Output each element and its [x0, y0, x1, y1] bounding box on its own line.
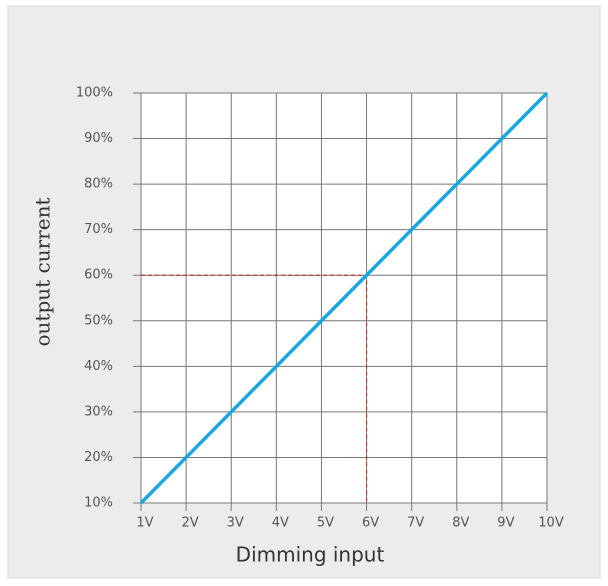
x-tick-label: 2V — [182, 516, 199, 531]
x-tick-label: 4V — [272, 516, 289, 531]
data-line — [139, 91, 549, 505]
x-tick-label: 1V — [136, 516, 153, 531]
y-tick-label: 10% — [84, 496, 113, 511]
y-tick-label: 70% — [84, 222, 113, 237]
x-axis-label: Dimming input — [236, 543, 385, 567]
y-tick-label: 80% — [84, 177, 113, 192]
x-tick-label: 9V — [497, 516, 514, 531]
x-tick-label: 7V — [407, 516, 424, 531]
x-tick-label: 3V — [227, 516, 244, 531]
x-tick-label: 10V — [538, 516, 564, 531]
y-tick-label: 30% — [84, 404, 113, 419]
y-axis-label: output current — [31, 198, 55, 347]
y-tick-label: 40% — [84, 359, 113, 374]
y-tick-label: 100% — [76, 86, 113, 101]
x-tick-label: 8V — [452, 516, 469, 531]
x-tick-label: 6V — [362, 516, 379, 531]
y-tick-label: 20% — [84, 450, 113, 465]
y-tick-label: 60% — [84, 268, 113, 283]
x-tick-label: 5V — [317, 516, 334, 531]
y-tick-label: 90% — [84, 131, 113, 146]
y-tick-label: 50% — [84, 313, 113, 328]
